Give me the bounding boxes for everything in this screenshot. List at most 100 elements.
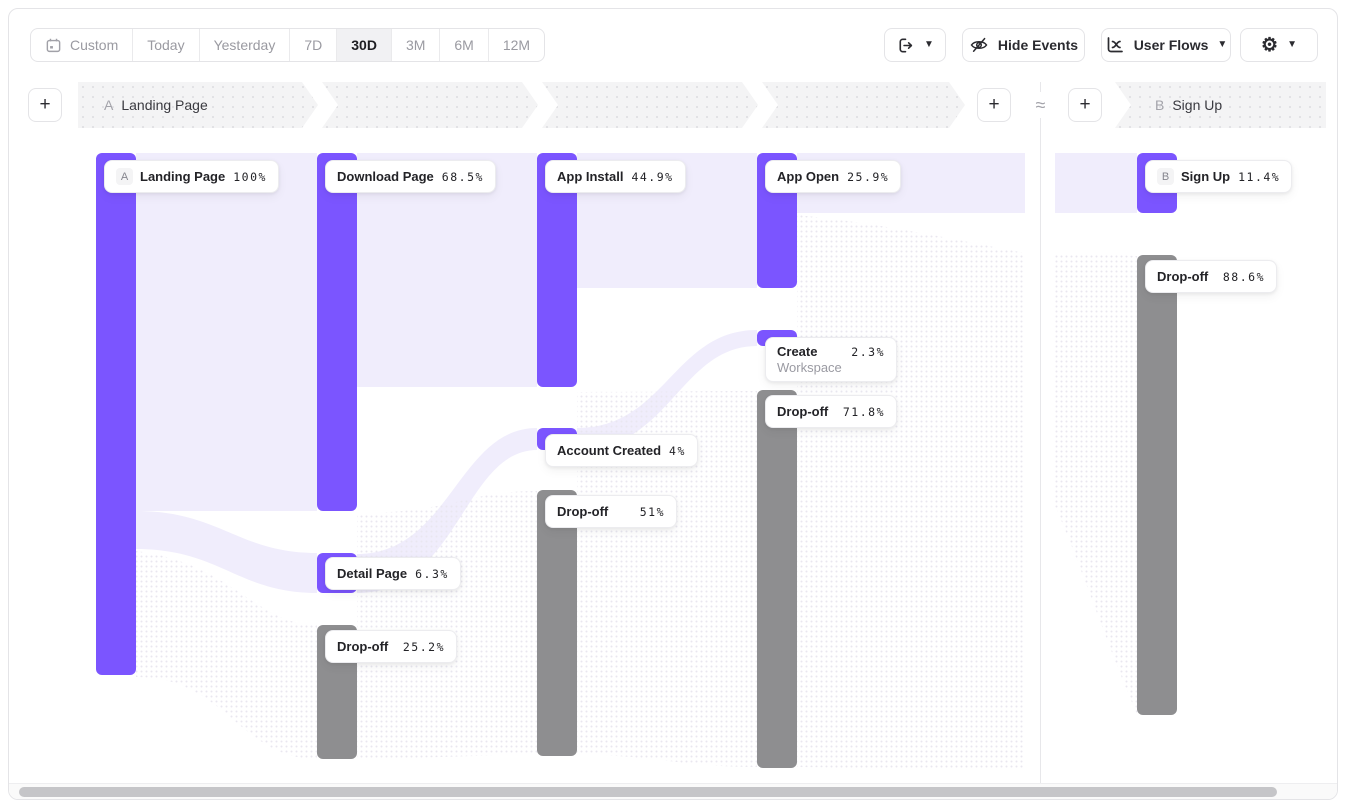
date-range-3m[interactable]: 3M: [392, 29, 441, 61]
node-label-download-page[interactable]: Download Page 68.5%: [325, 160, 496, 193]
gear-icon: ⚙: [1261, 34, 1279, 56]
node-label-app-open[interactable]: App Open 25.9%: [765, 160, 902, 193]
node-value: 100%: [233, 169, 267, 184]
date-range-label: Yesterday: [213, 37, 276, 53]
node-value: 25.9%: [847, 169, 890, 184]
section-divider: [1040, 82, 1041, 783]
node-value: 71.8%: [842, 404, 885, 419]
node-value: 68.5%: [441, 169, 484, 184]
flow-a-badge: A: [104, 97, 114, 113]
date-range-7d[interactable]: 7D: [290, 29, 338, 61]
node-title: Drop-off: [557, 504, 609, 519]
node-title: Create: [777, 344, 818, 359]
user-flows-menu-button[interactable]: User Flows ▼: [1101, 28, 1231, 62]
flow-chart-icon: [1107, 37, 1123, 53]
date-range-today[interactable]: Today: [133, 29, 200, 61]
node-label-sign-up[interactable]: B Sign Up 11.4%: [1145, 160, 1293, 193]
date-range-12m[interactable]: 12M: [489, 29, 544, 61]
flow-band-into-signup: [1055, 153, 1137, 213]
date-range-label: 7D: [304, 37, 323, 53]
dropoff-wedge-download: [357, 491, 537, 758]
flow-a-title: Landing Page: [121, 97, 208, 113]
caret-down-icon: ▼: [924, 39, 934, 50]
date-range-yesterday[interactable]: Yesterday: [200, 29, 291, 61]
node-title: Detail Page: [337, 566, 408, 581]
flow-b-header-step-1[interactable]: B Sign Up: [1115, 82, 1326, 128]
date-range-label: 3M: [405, 37, 426, 53]
add-step-flow-b-button[interactable]: +: [1068, 88, 1102, 122]
eye-off-icon: [970, 37, 988, 52]
node-label-dropoff-88[interactable]: Drop-off 88.6%: [1145, 260, 1277, 293]
node-title: App Install: [557, 169, 624, 184]
node-label-dropoff-51[interactable]: Drop-off 51%: [545, 495, 677, 528]
caret-down-icon: ▼: [1217, 39, 1228, 50]
date-range-label: Today: [147, 37, 185, 53]
flow-b-title: Sign Up: [1172, 97, 1223, 113]
dropoff-wedge-landing: [136, 551, 317, 759]
node-label-account-created[interactable]: Account Created 4%: [545, 434, 698, 467]
node-value: 2.3%: [851, 344, 885, 359]
node-label-dropoff-71[interactable]: Drop-off 71.8%: [765, 395, 897, 428]
dropoff-wedge-appinstall: [577, 391, 757, 767]
horizontal-scrollbar-thumb[interactable]: [19, 787, 1277, 797]
date-range-label: Custom: [70, 37, 119, 53]
flow-a-header-step-2[interactable]: [322, 82, 538, 128]
node-title: Sign Up: [1181, 169, 1231, 184]
date-range-label: 12M: [502, 37, 531, 53]
flow-band-landing-to-download: [136, 153, 317, 511]
flow-a-header-step-3[interactable]: [542, 82, 758, 128]
sankey-bar-dropoff-51[interactable]: [537, 490, 577, 756]
node-label-dropoff-25[interactable]: Drop-off 25.2%: [325, 630, 457, 663]
flow-a-header-step-1[interactable]: A Landing Page: [78, 82, 318, 128]
node-label-landing-page[interactable]: A Landing Page 100%: [104, 160, 279, 193]
node-title: Drop-off: [1157, 269, 1209, 284]
node-value: 51%: [639, 504, 665, 519]
node-title: Drop-off: [337, 639, 389, 654]
node-label-create-workspace[interactable]: Create 2.3% Workspace: [765, 337, 897, 382]
node-value: 4%: [669, 443, 686, 458]
date-range-label: 30D: [351, 37, 377, 53]
node-label-detail-page[interactable]: Detail Page 6.3%: [325, 557, 461, 590]
node-title: Drop-off: [777, 404, 829, 419]
date-range-6m[interactable]: 6M: [440, 29, 489, 61]
date-range-label: 6M: [454, 37, 474, 53]
add-step-flow-a-button[interactable]: +: [977, 88, 1011, 122]
sankey-bar-landing-page[interactable]: [96, 153, 136, 675]
hide-events-button[interactable]: Hide Events: [962, 28, 1085, 62]
node-title-line2: Workspace: [777, 360, 842, 375]
export-button[interactable]: ▼: [884, 28, 946, 62]
node-value: 44.9%: [631, 169, 674, 184]
caret-down-icon: ▼: [1287, 39, 1297, 50]
flow-b-badge: B: [1155, 97, 1165, 113]
date-range-30d[interactable]: 30D: [337, 29, 392, 61]
date-range-custom[interactable]: Custom: [31, 29, 134, 61]
sankey-bar-download-page[interactable]: [317, 153, 357, 511]
user-flows-label: User Flows: [1133, 37, 1209, 53]
node-label-app-install[interactable]: App Install 44.9%: [545, 160, 686, 193]
node-title: Landing Page: [140, 169, 226, 184]
node-title: App Open: [777, 169, 840, 184]
export-icon: [899, 38, 913, 52]
node-value: 6.3%: [415, 566, 449, 581]
node-title: Download Page: [337, 169, 434, 184]
settings-button[interactable]: ⚙ ▼: [1240, 28, 1318, 62]
dropoff-wedge-appopen: [797, 215, 1025, 769]
date-range-segmented-control: Custom Today Yesterday 7D 30D 3M 6M 12M: [30, 28, 546, 62]
calendar-icon: [46, 38, 61, 52]
sankey-bar-dropoff-88[interactable]: [1137, 255, 1177, 715]
sankey-bar-dropoff-71[interactable]: [757, 390, 797, 768]
hide-events-label: Hide Events: [997, 37, 1079, 53]
step-badge-b: B: [1157, 168, 1174, 185]
add-step-before-button[interactable]: +: [28, 88, 62, 122]
node-value: 88.6%: [1222, 269, 1265, 284]
horizontal-scrollbar-track[interactable]: [9, 783, 1337, 799]
node-value: 11.4%: [1238, 169, 1281, 184]
dropoff-wedge-signup: [1055, 253, 1137, 714]
node-value: 25.2%: [402, 639, 445, 654]
node-title: Account Created: [557, 443, 662, 458]
step-badge-a: A: [116, 168, 133, 185]
flow-connector-symbol: ≈: [1029, 92, 1052, 118]
flow-a-header-step-4[interactable]: [762, 82, 965, 128]
ribbon-landing-to-detail: [136, 511, 317, 593]
